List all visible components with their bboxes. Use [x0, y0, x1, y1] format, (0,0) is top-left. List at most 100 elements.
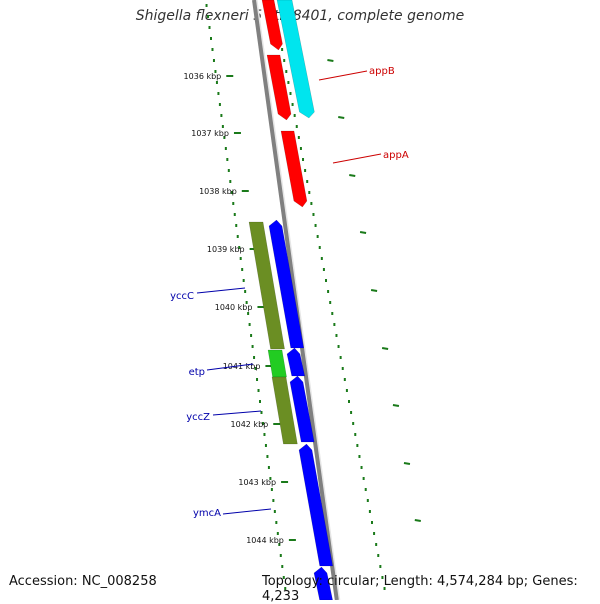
label-layer: appB appA yccC etp yccZ ymcA	[170, 66, 409, 519]
outer-dot	[316, 235, 319, 238]
inner-dot	[248, 323, 251, 326]
gene-next	[313, 566, 333, 600]
outer-dot	[370, 521, 373, 524]
outer-dot	[304, 169, 307, 172]
inner-dot	[235, 224, 238, 227]
inner-dot	[254, 367, 257, 370]
inner-dot	[259, 400, 261, 403]
outer-major-tick	[359, 231, 367, 234]
inner-dot	[257, 389, 260, 392]
outer-major-tick	[338, 116, 345, 119]
outer-major-tick	[392, 404, 400, 407]
inner-dot	[214, 70, 217, 73]
inner-dot	[284, 587, 287, 590]
gene-appB	[266, 54, 292, 121]
outer-dot	[345, 389, 348, 392]
gene-label-leader	[222, 508, 272, 515]
inner-dot	[281, 565, 284, 568]
outer-dot	[329, 301, 332, 304]
inner-dot	[269, 477, 272, 480]
inner-dot	[211, 48, 214, 51]
inner-dot	[226, 158, 229, 161]
outer-dot	[333, 323, 336, 326]
outer-major-tick	[414, 519, 421, 522]
inner-dot	[236, 235, 239, 238]
kbp-tick-label: 1040 kbp	[215, 303, 253, 312]
outer-dot	[341, 367, 344, 370]
accession-text: Accession: NC_008258	[9, 574, 157, 589]
outer-dot	[320, 257, 323, 260]
gene-appB-part1	[261, 0, 283, 51]
inner-dot	[229, 180, 232, 183]
inner-dot	[270, 488, 273, 491]
outer-dot	[381, 576, 384, 579]
inner-dot	[250, 334, 253, 337]
feature-cyan	[276, 0, 315, 119]
inner-dot	[272, 499, 275, 502]
gene-label-leader	[206, 363, 254, 371]
inner-dot	[278, 543, 281, 546]
gene-label-yccC: yccC	[170, 291, 194, 302]
inner-dot	[209, 37, 212, 40]
outer-dot	[366, 499, 369, 502]
inner-dot	[263, 433, 266, 436]
inner-dot	[244, 290, 247, 293]
outer-dot	[283, 59, 286, 62]
inner-dot	[217, 92, 220, 95]
outer-dot	[356, 444, 359, 447]
outer-dot	[368, 510, 371, 513]
outer-dot	[379, 565, 382, 568]
feature-layer	[248, 0, 334, 600]
inner-dot	[242, 279, 245, 282]
inner-dot	[264, 444, 267, 447]
inner-dot	[245, 301, 248, 304]
outer-dot	[377, 554, 380, 557]
outer-dot	[383, 587, 386, 590]
outer-dot	[337, 345, 340, 348]
outer-major-tick	[349, 174, 356, 177]
outer-dot	[295, 125, 298, 128]
kbp-tick-label: 1044 kbp	[246, 536, 284, 545]
outer-dot	[297, 136, 300, 139]
outer-dot	[287, 81, 290, 84]
inner-dot	[247, 312, 250, 315]
outer-dot	[327, 290, 330, 293]
outer-dot	[293, 114, 296, 117]
inner-dot	[224, 147, 227, 150]
gene-yccZ	[289, 375, 315, 443]
inner-dot	[267, 466, 270, 469]
inner-dot	[233, 213, 236, 216]
gene-etp	[286, 347, 306, 377]
inner-dot	[230, 191, 233, 194]
inner-dot	[238, 246, 241, 249]
inner-dot	[221, 125, 224, 128]
kbp-tick-label: 1042 kbp	[231, 420, 269, 429]
kbp-tick-label: 1039 kbp	[207, 245, 245, 254]
gene-ymcA	[298, 443, 334, 567]
inner-dot	[241, 268, 244, 271]
inner-dot	[275, 521, 278, 524]
gene-label-leader	[318, 70, 368, 81]
inner-dot	[227, 169, 230, 172]
inner-dot	[282, 576, 285, 579]
gene-yccC	[268, 219, 305, 349]
inner-dot	[279, 554, 282, 557]
outer-dot	[331, 312, 334, 315]
gene-label-leader	[332, 153, 382, 164]
outer-dot	[322, 268, 325, 271]
inner-dot	[260, 411, 263, 414]
gene-label-leader	[196, 287, 246, 294]
kbp-tick-label: 1036 kbp	[184, 72, 222, 81]
outer-dot	[289, 92, 292, 95]
gene-label-appB: appB	[369, 66, 395, 77]
inner-dot	[223, 136, 226, 139]
outer-dot	[354, 433, 357, 436]
map-title: Shigella flexneri 5 str. 8401, complete …	[135, 8, 465, 24]
kbp-tick-label: 1043 kbp	[238, 478, 276, 487]
inner-dot	[215, 81, 218, 84]
outer-dot	[299, 147, 302, 150]
gene-appA	[280, 130, 308, 208]
outer-major-tick	[327, 59, 334, 62]
inner-dot	[251, 345, 254, 348]
